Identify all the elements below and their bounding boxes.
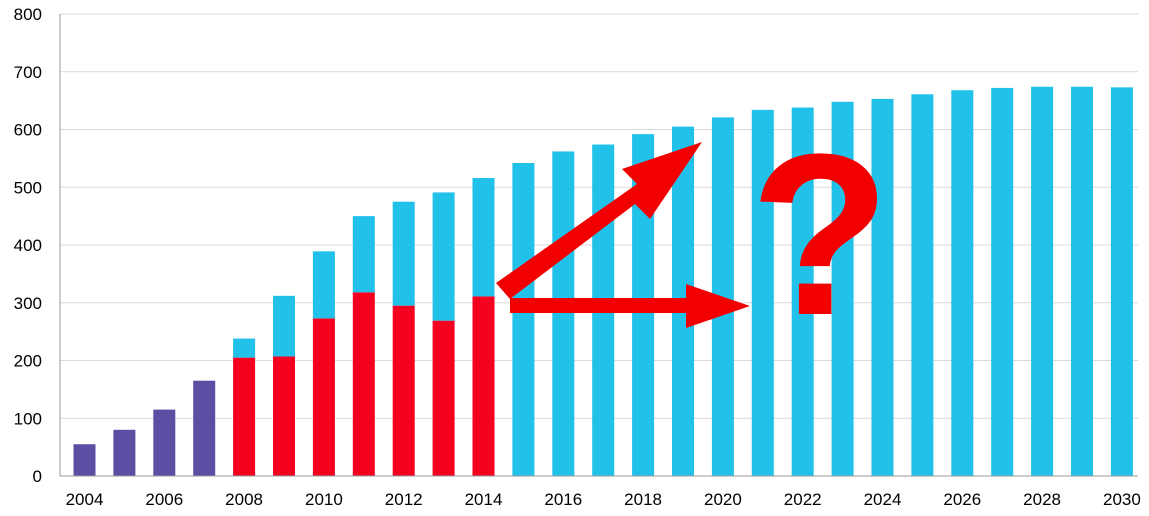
y-axis-tick-labels: 0 100 200 300 400 500 600 700 800 [14, 5, 42, 486]
x-tick-label: 2022 [784, 490, 822, 509]
bar-2010-series-2 [312, 251, 335, 319]
upward-arrow [496, 142, 702, 299]
bar-2023-series-2 [831, 101, 854, 476]
bar-2015-series-2 [512, 162, 535, 476]
bar-2006-series-0 [153, 409, 176, 476]
y-tick-label: 100 [14, 409, 42, 428]
bar-2011-series-1 [352, 292, 375, 476]
bar-2025-series-2 [911, 94, 934, 477]
bar-2012-series-2 [392, 201, 415, 306]
bar-2029-series-2 [1071, 86, 1093, 476]
x-tick-label: 2028 [1023, 490, 1061, 509]
bar-2024-series-2 [871, 98, 894, 476]
bar-2009-series-2 [273, 295, 295, 357]
bar-2012-series-1 [392, 305, 415, 476]
x-tick-label: 2016 [544, 490, 582, 509]
bar-2013-series-2 [432, 192, 455, 321]
y-tick-label: 200 [14, 352, 42, 371]
x-tick-label: 2024 [864, 490, 902, 509]
x-tick-label: 2026 [943, 490, 981, 509]
x-tick-label: 2008 [225, 490, 263, 509]
bar-2030-series-2 [1110, 87, 1133, 476]
x-tick-label: 2010 [305, 490, 343, 509]
bar-2026-series-2 [951, 90, 974, 476]
bar-2005-series-0 [113, 429, 136, 476]
bar-2009-series-1 [273, 356, 295, 476]
y-tick-label: 400 [14, 236, 42, 255]
x-tick-label: 2018 [624, 490, 662, 509]
x-tick-label: 2012 [385, 490, 423, 509]
bar-2008-series-2 [233, 338, 256, 358]
bar-2027-series-2 [991, 87, 1014, 477]
bar-2021-series-2 [751, 109, 774, 477]
y-tick-label: 600 [14, 121, 42, 140]
bar-2011-series-2 [352, 216, 375, 293]
bar-2014-series-2 [472, 178, 495, 297]
x-tick-label: 2020 [704, 490, 742, 509]
x-tick-label: 2030 [1103, 490, 1141, 509]
bar-2010-series-1 [312, 318, 335, 476]
y-tick-label: 300 [14, 294, 42, 313]
horizontal-arrow [510, 284, 750, 328]
bar-2014-series-1 [472, 296, 495, 476]
bar-2022-series-2 [791, 107, 814, 477]
bar-2004-series-0 [73, 444, 96, 476]
y-tick-label: 800 [14, 5, 42, 24]
x-tick-label: 2004 [66, 490, 104, 509]
y-tick-label: 700 [14, 63, 42, 82]
question-mark: ? [750, 106, 891, 363]
y-tick-label: 0 [33, 467, 42, 486]
y-tick-label: 500 [14, 178, 42, 197]
bar-2028-series-2 [1031, 86, 1054, 476]
bar-2007-series-0 [193, 380, 216, 476]
x-axis-tick-labels: 2004 2006 2008 2010 2012 2014 2016 2018 2020 2022… [66, 490, 1141, 509]
bar-2013-series-1 [432, 320, 455, 476]
annotations: ? [496, 106, 890, 363]
x-tick-label: 2006 [145, 490, 183, 509]
bar-2016-series-2 [552, 151, 575, 476]
bars [73, 86, 1133, 477]
bar-2008-series-1 [233, 357, 256, 476]
x-tick-label: 2014 [465, 490, 503, 509]
